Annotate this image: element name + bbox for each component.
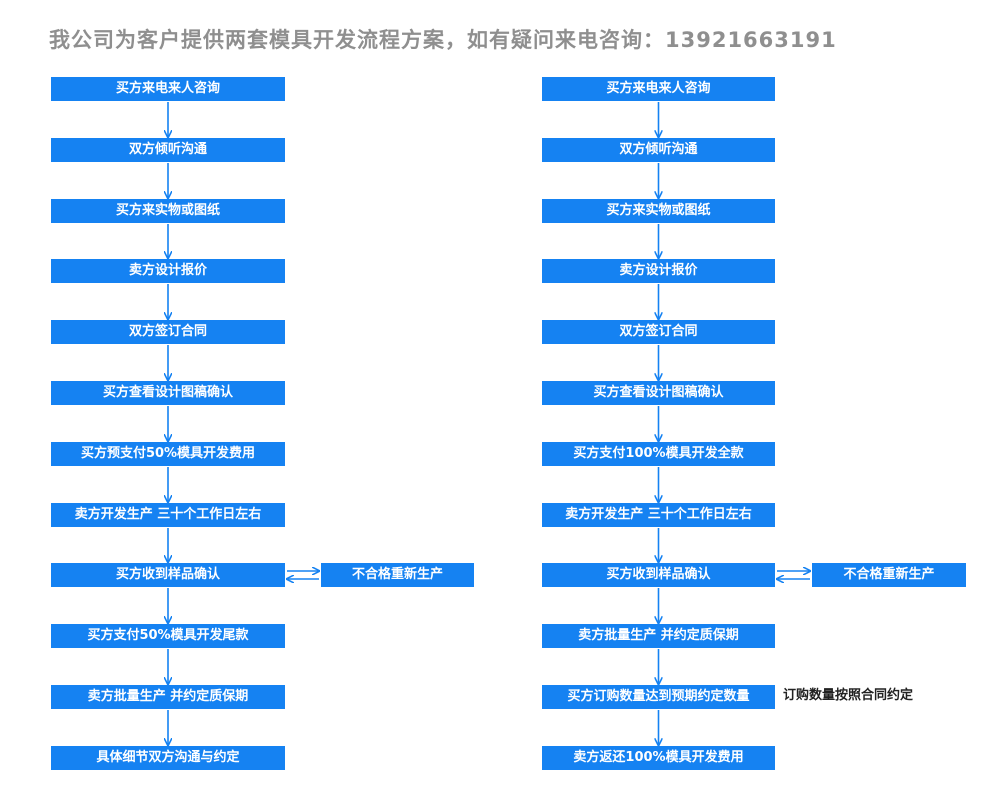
left-step-9: 买方收到样品确认 xyxy=(51,563,285,587)
right-step-5: 双方签订合同 xyxy=(542,320,775,344)
right-step-11: 买方订购数量达到预期约定数量 xyxy=(542,685,775,709)
left-step-6: 买方查看设计图稿确认 xyxy=(51,381,285,405)
right-step-9: 买方收到样品确认 xyxy=(542,563,775,587)
right-step-12: 卖方返还100%模具开发费用 xyxy=(542,746,775,770)
left-step-4: 卖方设计报价 xyxy=(51,259,285,283)
left-reject-box: 不合格重新生产 xyxy=(321,563,474,587)
right-step-8: 卖方开发生产 三十个工作日左右 xyxy=(542,503,775,527)
right-step-6: 买方查看设计图稿确认 xyxy=(542,381,775,405)
right-step-4: 卖方设计报价 xyxy=(542,259,775,283)
left-step-8: 卖方开发生产 三十个工作日左右 xyxy=(51,503,285,527)
left-step-11: 卖方批量生产 并约定质保期 xyxy=(51,685,285,709)
left-step-10: 买方支付50%模具开发尾款 xyxy=(51,624,285,648)
left-step-5: 双方签订合同 xyxy=(51,320,285,344)
right-step-7: 买方支付100%模具开发全款 xyxy=(542,442,775,466)
right-reject-box: 不合格重新生产 xyxy=(812,563,966,587)
right-quantity-note: 订购数量按照合同约定 xyxy=(783,688,914,703)
page-title: 我公司为客户提供两套模具开发流程方案，如有疑问来电咨询：13921663191 xyxy=(49,28,837,52)
right-step-1: 买方来电来人咨询 xyxy=(542,77,775,101)
left-step-3: 买方来实物或图纸 xyxy=(51,199,285,223)
left-step-12: 具体细节双方沟通与约定 xyxy=(51,746,285,770)
right-step-3: 买方来实物或图纸 xyxy=(542,199,775,223)
right-step-2: 双方倾听沟通 xyxy=(542,138,775,162)
left-step-2: 双方倾听沟通 xyxy=(51,138,285,162)
left-step-7: 买方预支付50%模具开发费用 xyxy=(51,442,285,466)
right-step-10: 卖方批量生产 并约定质保期 xyxy=(542,624,775,648)
left-step-1: 买方来电来人咨询 xyxy=(51,77,285,101)
